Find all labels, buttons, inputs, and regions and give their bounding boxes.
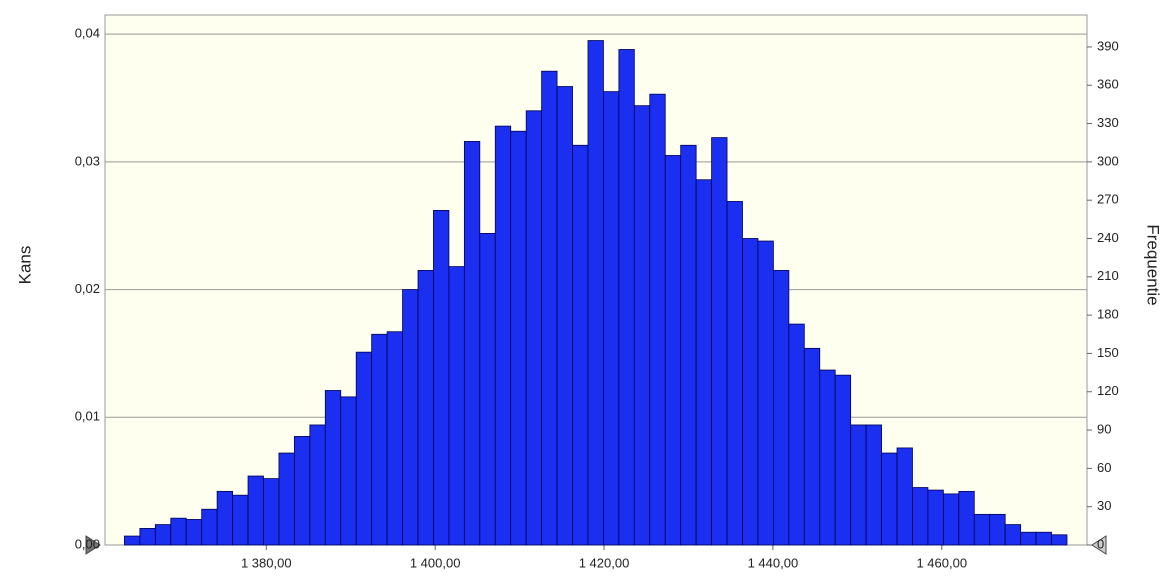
bar	[896, 447, 913, 546]
y2-tick-label: 90	[1097, 421, 1111, 436]
bar	[185, 519, 203, 546]
bar	[572, 144, 589, 546]
bar	[309, 424, 326, 546]
bar	[695, 179, 712, 546]
bar	[881, 452, 898, 546]
bar	[371, 333, 388, 546]
y-tick-label: 0,01	[75, 409, 100, 424]
y2-tick-label: 390	[1097, 38, 1119, 53]
bar	[1035, 531, 1052, 546]
y2-tick-label: 330	[1097, 115, 1119, 130]
bar	[742, 238, 759, 546]
y2-tick-label: 60	[1097, 460, 1111, 475]
bar	[154, 524, 172, 546]
bar	[232, 494, 249, 546]
bar	[417, 270, 434, 546]
bar	[834, 374, 852, 546]
bar	[773, 270, 790, 546]
bar	[355, 351, 373, 546]
bar	[958, 490, 975, 546]
bar	[989, 513, 1006, 546]
x-tick-label: 1 400,00	[410, 555, 461, 570]
bar	[324, 390, 342, 546]
y2-axis-title: Frequentie	[1144, 224, 1163, 305]
y2-tick-label: 120	[1097, 383, 1119, 398]
bar	[1020, 531, 1037, 546]
bar	[247, 475, 264, 546]
bar	[664, 155, 682, 546]
bar	[680, 144, 697, 546]
left-slider[interactable]	[85, 535, 101, 555]
x-tick-label: 1 420,00	[579, 555, 630, 570]
bar	[587, 40, 604, 546]
bar	[556, 86, 573, 546]
bar	[494, 125, 512, 546]
bar	[201, 508, 218, 546]
bar	[1051, 534, 1068, 546]
x-tick-label: 1 460,00	[916, 555, 967, 570]
bar	[711, 137, 728, 546]
bar	[463, 141, 481, 546]
bar	[541, 70, 558, 546]
bar	[278, 452, 295, 546]
bar	[633, 105, 651, 546]
y2-tick-label: 240	[1097, 230, 1119, 245]
bar	[510, 130, 527, 546]
bar	[927, 489, 944, 546]
y-tick-label: 0,00	[75, 536, 100, 551]
bar	[263, 478, 280, 546]
bar	[942, 493, 960, 546]
bar	[865, 424, 882, 546]
bar	[402, 289, 419, 546]
bar	[1004, 524, 1022, 546]
x-tick-label: 1 440,00	[748, 555, 799, 570]
y-tick-label: 0,04	[75, 26, 100, 41]
bar	[124, 535, 141, 546]
bar	[525, 110, 543, 546]
bar	[819, 369, 836, 546]
bar	[726, 201, 743, 546]
bar	[618, 49, 635, 546]
right-slider[interactable]	[1091, 535, 1107, 555]
bar	[603, 91, 620, 546]
bar	[216, 490, 233, 546]
y2-tick-label: 300	[1097, 153, 1119, 168]
bar	[448, 266, 465, 546]
y2-tick-label: 180	[1097, 307, 1119, 322]
y-axis-title: Kans	[15, 246, 34, 285]
bar	[170, 517, 187, 546]
y2-tick-label: 30	[1097, 498, 1111, 513]
bar	[479, 232, 496, 546]
bar	[139, 527, 156, 546]
bar	[293, 436, 311, 546]
bar	[757, 240, 774, 546]
y-tick-label: 0,03	[75, 153, 100, 168]
y2-tick-label: 210	[1097, 268, 1119, 283]
bar	[788, 323, 805, 546]
y2-tick-label: 150	[1097, 345, 1119, 360]
bar	[850, 424, 867, 546]
y-tick-label: 0,02	[75, 281, 100, 296]
y2-tick-label: 360	[1097, 77, 1119, 92]
bar	[973, 513, 991, 546]
bar	[649, 93, 666, 546]
bar	[912, 487, 929, 546]
bar	[803, 347, 821, 546]
y2-tick-label: 0	[1097, 536, 1104, 551]
x-tick-label: 1 380,00	[241, 555, 292, 570]
bar	[340, 396, 357, 546]
bar	[386, 331, 403, 546]
bar	[433, 209, 450, 546]
y2-tick-label: 270	[1097, 192, 1119, 207]
